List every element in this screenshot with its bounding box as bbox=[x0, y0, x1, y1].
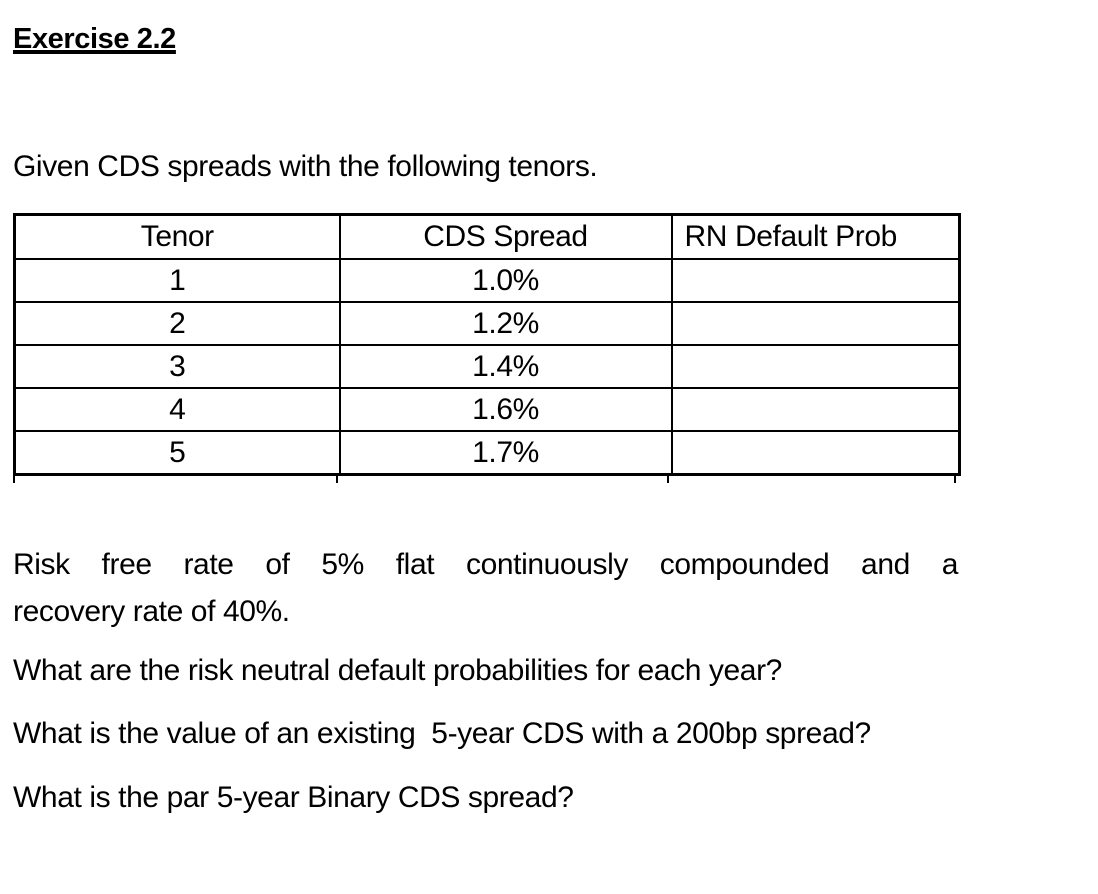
assumptions-line-1: Risk free rate of 5% flat continuously c… bbox=[13, 548, 958, 581]
cell-rn-default-prob bbox=[670, 344, 961, 389]
cds-spreads-table: Tenor CDS Spread RN Default Prob 1 1.0% … bbox=[13, 213, 961, 476]
table-row: 5 1.7% bbox=[13, 430, 961, 476]
cell-tenor: 5 bbox=[13, 430, 341, 476]
question-rn-default-probabilities: What are the risk neutral default probab… bbox=[13, 654, 782, 687]
table-border-stub bbox=[336, 476, 338, 483]
table-header-tenor: Tenor bbox=[13, 213, 341, 260]
question-existing-cds-value: What is the value of an existing 5-year … bbox=[13, 717, 871, 750]
cell-cds-spread: 1.7% bbox=[338, 430, 673, 476]
exercise-title-text: Exercise 2.2 bbox=[13, 23, 176, 55]
cell-cds-spread: 1.6% bbox=[338, 387, 673, 432]
table-header-cds-spread: CDS Spread bbox=[338, 213, 673, 260]
cell-tenor: 4 bbox=[13, 387, 341, 432]
table-border-stub bbox=[13, 476, 15, 483]
cell-rn-default-prob bbox=[670, 387, 961, 432]
table-border-stub bbox=[954, 476, 956, 483]
table-header-rn-default-prob: RN Default Prob bbox=[670, 213, 961, 260]
cell-tenor: 1 bbox=[13, 258, 341, 303]
table-row: 2 1.2% bbox=[13, 301, 961, 346]
cell-cds-spread: 1.0% bbox=[338, 258, 673, 303]
cell-cds-spread: 1.4% bbox=[338, 344, 673, 389]
question-par-binary-cds-spread: What is the par 5-year Binary CDS spread… bbox=[13, 781, 574, 814]
exercise-title: Exercise 2.2 bbox=[13, 21, 958, 57]
cell-tenor: 2 bbox=[13, 301, 341, 346]
cell-rn-default-prob bbox=[670, 301, 961, 346]
cell-rn-default-prob bbox=[670, 258, 961, 303]
table-border-stub bbox=[667, 476, 669, 483]
table-row: 3 1.4% bbox=[13, 344, 961, 389]
document-page: Exercise 2.2 Given CDS spreads with the … bbox=[13, 0, 961, 816]
intro-paragraph: Given CDS spreads with the following ten… bbox=[13, 150, 598, 183]
assumptions-line-2: recovery rate of 40%. bbox=[13, 595, 290, 628]
cell-rn-default-prob bbox=[670, 430, 961, 476]
cell-tenor: 3 bbox=[13, 344, 341, 389]
assumptions-paragraph: Risk free rate of 5% flat continuously c… bbox=[13, 541, 958, 635]
table-row: 1 1.0% bbox=[13, 258, 961, 303]
cell-cds-spread: 1.2% bbox=[338, 301, 673, 346]
table-header-row: Tenor CDS Spread RN Default Prob bbox=[13, 213, 961, 260]
table-row: 4 1.6% bbox=[13, 387, 961, 432]
cds-table-wrapper: Tenor CDS Spread RN Default Prob 1 1.0% … bbox=[13, 213, 961, 483]
